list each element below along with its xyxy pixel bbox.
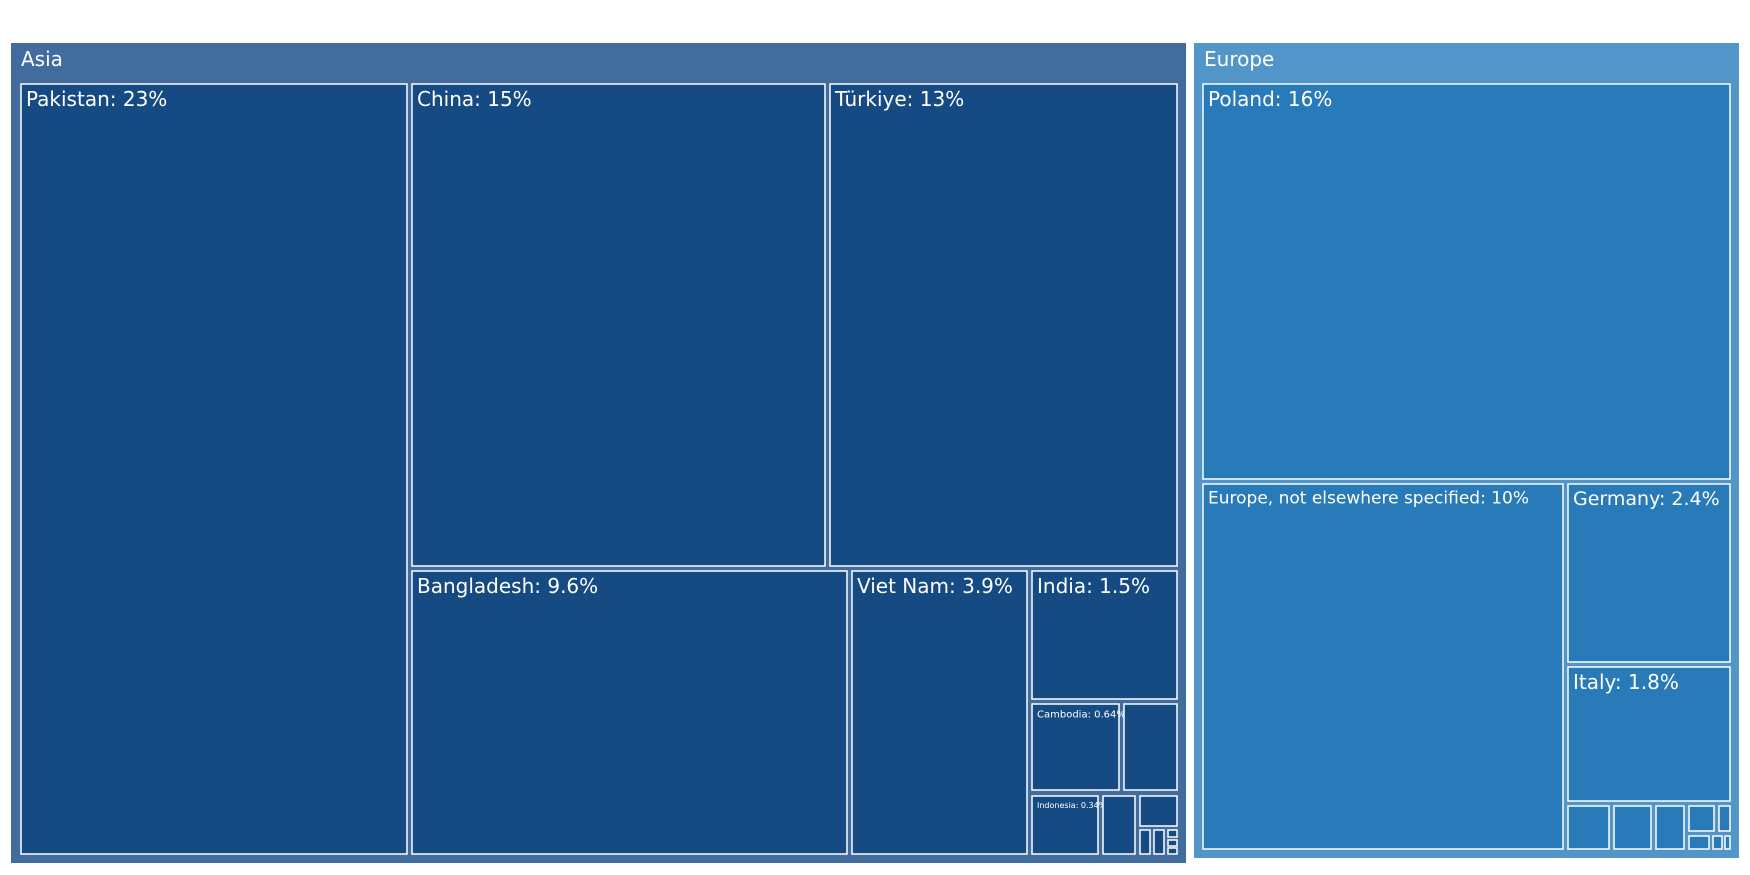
group-label-europe: Europe	[1204, 47, 1274, 71]
treemap-tile-india[interactable]	[1031, 570, 1178, 700]
treemap-tile-italy[interactable]	[1567, 666, 1731, 802]
treemap-tile-unlabeled-p[interactable]	[1724, 835, 1731, 850]
treemap-group-europe: Europe Poland: 16% Europe, not elsewhere s…	[1194, 43, 1739, 858]
tile-label-turkiye: Türkiye: 13%	[834, 87, 964, 111]
treemap-tile-unlabeled-j[interactable]	[1613, 805, 1652, 850]
tile-label-india: India: 1.5%	[1037, 574, 1150, 598]
treemap-tile-unlabeled-h[interactable]	[1167, 847, 1178, 855]
treemap-tile-indonesia[interactable]	[1031, 795, 1099, 855]
tile-label-europe-not-elsewhere-specified: Europe, not elsewhere specified: 10%	[1208, 488, 1529, 508]
tile-label-poland: Poland: 16%	[1208, 87, 1332, 111]
treemap-tile-pakistan[interactable]	[20, 83, 408, 855]
tile-label-pakistan: Pakistan: 23%	[26, 87, 167, 111]
treemap-tile-china[interactable]	[411, 83, 826, 567]
tile-label-cambodia: Cambodia: 0.64%	[1037, 710, 1126, 721]
treemap-tile-poland[interactable]	[1202, 83, 1731, 480]
treemap-tile-unlabeled-a[interactable]	[1123, 703, 1178, 791]
treemap-tile-unlabeled-f[interactable]	[1167, 829, 1178, 838]
tile-label-viet-nam: Viet Nam: 3.9%	[857, 574, 1013, 598]
group-label-asia: Asia	[21, 47, 63, 71]
treemap-tile-unlabeled-l[interactable]	[1688, 805, 1715, 832]
tile-label-indonesia: Indonesia: 0.34%	[1037, 801, 1107, 810]
treemap-tile-unlabeled-b[interactable]	[1102, 795, 1136, 855]
treemap-tile-germany[interactable]	[1567, 483, 1731, 663]
treemap-tile-unlabeled-i[interactable]	[1567, 805, 1610, 850]
tile-label-germany: Germany: 2.4%	[1573, 488, 1720, 510]
treemap-tile-unlabeled-d[interactable]	[1139, 829, 1151, 855]
tile-label-bangladesh: Bangladesh: 9.6%	[417, 574, 598, 598]
treemap-tile-turkiye[interactable]	[829, 83, 1178, 567]
treemap-tile-unlabeled-m[interactable]	[1718, 805, 1731, 832]
treemap-tile-unlabeled-c[interactable]	[1139, 795, 1178, 827]
treemap-tile-unlabeled-n[interactable]	[1688, 835, 1710, 850]
tile-label-italy: Italy: 1.8%	[1573, 670, 1679, 694]
treemap-tile-europe-not-elsewhere-specified[interactable]	[1202, 483, 1564, 850]
treemap-tile-bangladesh[interactable]	[411, 570, 848, 855]
treemap-tile-unlabeled-o[interactable]	[1712, 835, 1723, 850]
treemap-tile-unlabeled-k[interactable]	[1655, 805, 1685, 850]
treemap-group-asia: Asia Pakistan: 23% China: 15% Türkiye: 13% B…	[11, 43, 1186, 863]
tile-label-china: China: 15%	[417, 87, 532, 111]
treemap-tile-unlabeled-e[interactable]	[1153, 829, 1165, 855]
treemap-tile-cambodia[interactable]	[1031, 703, 1120, 791]
treemap-tile-unlabeled-g[interactable]	[1167, 839, 1178, 847]
treemap-tile-viet-nam[interactable]	[851, 570, 1028, 855]
